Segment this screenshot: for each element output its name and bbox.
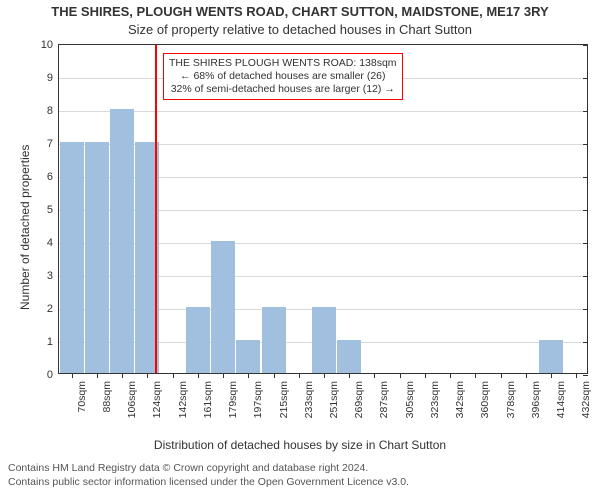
ytick-mark (583, 276, 588, 277)
xtick-mark (97, 373, 98, 378)
xtick-mark (122, 373, 123, 378)
ytick-label: 4 (29, 237, 59, 249)
xtick-mark (475, 373, 476, 378)
xtick-label: 142sqm (177, 375, 189, 435)
chart-title: THE SHIRES, PLOUGH WENTS ROAD, CHART SUT… (0, 4, 600, 19)
xtick-label: 342sqm (454, 375, 466, 435)
ytick-label: 9 (29, 72, 59, 84)
annot-line-3: 32% of semi-detached houses are larger (… (169, 83, 397, 96)
xtick-label: 106sqm (126, 375, 138, 435)
xtick-label: 432sqm (580, 375, 592, 435)
footer-attribution: Contains HM Land Registry data © Crown c… (8, 462, 409, 489)
ytick-mark (583, 342, 588, 343)
xtick-mark (349, 373, 350, 378)
xtick-label: 197sqm (252, 375, 264, 435)
ytick-mark (583, 177, 588, 178)
ytick-label: 1 (29, 336, 59, 348)
xtick-label: 124sqm (151, 375, 163, 435)
xtick-mark (324, 373, 325, 378)
xtick-mark (299, 373, 300, 378)
xtick-mark (173, 373, 174, 378)
ytick-label: 2 (29, 303, 59, 315)
ytick-mark (583, 309, 588, 310)
xtick-mark (374, 373, 375, 378)
bar (539, 340, 563, 373)
xtick-label: 215sqm (278, 375, 290, 435)
xtick-mark (526, 373, 527, 378)
bar (337, 340, 361, 373)
chart-subtitle: Size of property relative to detached ho… (0, 22, 600, 37)
ytick-mark (583, 78, 588, 79)
xtick-label: 70sqm (76, 375, 88, 435)
plot-area: THE SHIRES PLOUGH WENTS ROAD: 138sqm ← 6… (58, 44, 588, 374)
ytick-label: 5 (29, 204, 59, 216)
xtick-label: 287sqm (378, 375, 390, 435)
ytick-label: 6 (29, 171, 59, 183)
property-marker-line (155, 45, 157, 373)
xtick-label: 251sqm (328, 375, 340, 435)
y-axis-label: Number of detached properties (18, 145, 32, 310)
xtick-label: 396sqm (530, 375, 542, 435)
xtick-label: 233sqm (303, 375, 315, 435)
bar (60, 142, 84, 373)
ytick-mark (583, 111, 588, 112)
xtick-label: 88sqm (101, 375, 113, 435)
xtick-label: 378sqm (505, 375, 517, 435)
xtick-mark (248, 373, 249, 378)
xtick-mark (551, 373, 552, 378)
annot-line-2: ← 68% of detached houses are smaller (26… (169, 70, 397, 83)
xtick-label: 179sqm (227, 375, 239, 435)
bar (211, 241, 235, 373)
bar (236, 340, 260, 373)
ytick-label: 8 (29, 105, 59, 117)
x-axis-label: Distribution of detached houses by size … (0, 438, 600, 452)
xtick-mark (223, 373, 224, 378)
ytick-mark (583, 210, 588, 211)
ytick-mark (583, 45, 588, 46)
annotation-box: THE SHIRES PLOUGH WENTS ROAD: 138sqm ← 6… (163, 53, 403, 100)
xtick-label: 414sqm (555, 375, 567, 435)
xtick-mark (576, 373, 577, 378)
xtick-mark (450, 373, 451, 378)
xtick-mark (400, 373, 401, 378)
bar (186, 307, 210, 373)
xtick-mark (147, 373, 148, 378)
xtick-mark (425, 373, 426, 378)
annot-line-1: THE SHIRES PLOUGH WENTS ROAD: 138sqm (169, 57, 397, 70)
xtick-label: 161sqm (202, 375, 214, 435)
bar (262, 307, 286, 373)
bar (110, 109, 134, 373)
xtick-label: 269sqm (353, 375, 365, 435)
xtick-label: 323sqm (429, 375, 441, 435)
xtick-mark (501, 373, 502, 378)
ytick-mark (583, 243, 588, 244)
xtick-label: 360sqm (479, 375, 491, 435)
bar (85, 142, 109, 373)
ytick-label: 3 (29, 270, 59, 282)
xtick-mark (274, 373, 275, 378)
ytick-mark (583, 144, 588, 145)
gridline (59, 111, 587, 112)
bar (312, 307, 336, 373)
ytick-label: 7 (29, 138, 59, 150)
xtick-mark (72, 373, 73, 378)
footer-line-2: Contains public sector information licen… (8, 476, 409, 490)
xtick-mark (198, 373, 199, 378)
ytick-label: 10 (29, 39, 59, 51)
footer-line-1: Contains HM Land Registry data © Crown c… (8, 462, 409, 476)
ytick-label: 0 (29, 369, 59, 381)
xtick-label: 305sqm (404, 375, 416, 435)
